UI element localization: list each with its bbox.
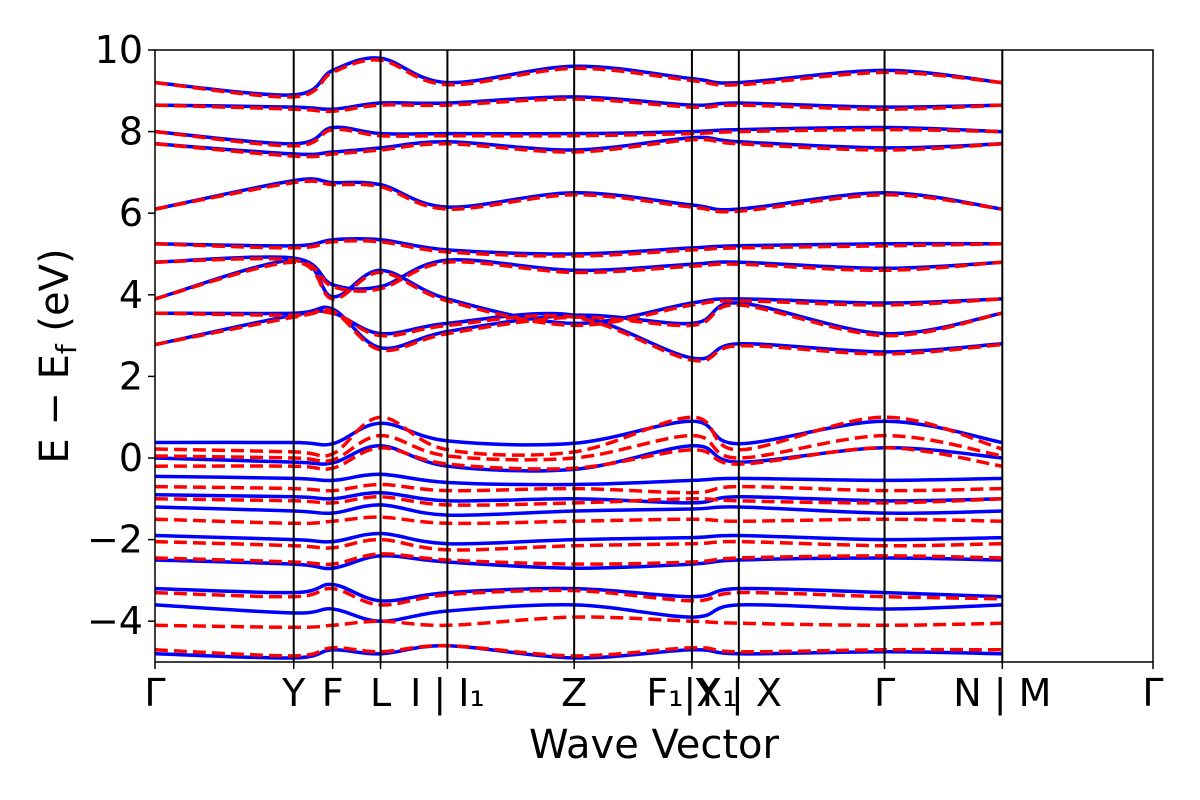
x-tick-label: I | I₁ [410, 671, 485, 716]
x-tick-label: Γ [144, 671, 165, 715]
band-line [155, 97, 1003, 114]
band-line [155, 56, 1003, 97]
band-line [155, 503, 1003, 518]
series-solid [155, 56, 1003, 660]
band-line [155, 515, 1003, 526]
x-axis-label: Wave Vector [529, 722, 780, 768]
band-line [155, 127, 1003, 148]
band-line [155, 490, 1003, 505]
series-layer [155, 56, 1003, 660]
x-tick-label: Y | X [695, 671, 782, 716]
plot-frame [154, 49, 1154, 663]
band-line [155, 586, 1003, 607]
band-line [155, 643, 1003, 658]
band-line [155, 179, 1003, 214]
band-line [155, 135, 1003, 157]
series-dashed [155, 58, 1003, 658]
band-line [155, 433, 1003, 464]
band-line [155, 537, 1003, 552]
x-tick-label: Z [561, 671, 587, 715]
x-tick-label: L [370, 671, 391, 715]
y-tick-label: 10 [95, 28, 143, 72]
y-axis: −4 −2 0 2 4 6 8 10 [87, 28, 155, 643]
band-line [155, 95, 1003, 112]
band-line [155, 446, 1003, 471]
band-line [155, 58, 1003, 99]
band-line [155, 554, 1003, 571]
x-tick-label: Γ [874, 671, 895, 715]
band-line [155, 236, 1003, 256]
y-axis-label: E − Ef (eV) [32, 248, 83, 463]
x-tick-label: F₁|X₁ [646, 671, 737, 716]
band-line [155, 309, 1003, 363]
x-tick-label: Y [281, 671, 306, 715]
band-line [155, 552, 1003, 567]
band-line [155, 419, 1003, 447]
band-line [155, 615, 1003, 630]
band-line [155, 256, 1003, 293]
band-line [155, 482, 1003, 495]
band-line [155, 239, 1003, 258]
band-line [155, 602, 1003, 623]
band-line [155, 415, 1003, 458]
band-line [155, 303, 1003, 353]
y-tick-label: 2 [119, 354, 143, 398]
band-line [155, 531, 1003, 546]
y-tick-label: 4 [119, 273, 143, 317]
band-line [155, 495, 1003, 507]
x-tick-label: F [322, 671, 344, 715]
y-tick-label: 8 [119, 110, 143, 154]
band-line [155, 260, 1003, 328]
band-line [155, 582, 1003, 603]
y-tick-label: −4 [87, 599, 143, 643]
x-tick-label: Γ [1142, 671, 1163, 715]
band-line [155, 177, 1003, 212]
band-line [155, 137, 1003, 159]
y-tick-label: −2 [87, 518, 143, 562]
kpoint-lines [292, 50, 1004, 662]
band-line [155, 472, 1003, 487]
band-line [155, 125, 1003, 146]
y-tick-label: 0 [119, 436, 143, 480]
y-tick-label: 6 [119, 191, 143, 235]
x-tick-label: N | M [953, 671, 1051, 716]
